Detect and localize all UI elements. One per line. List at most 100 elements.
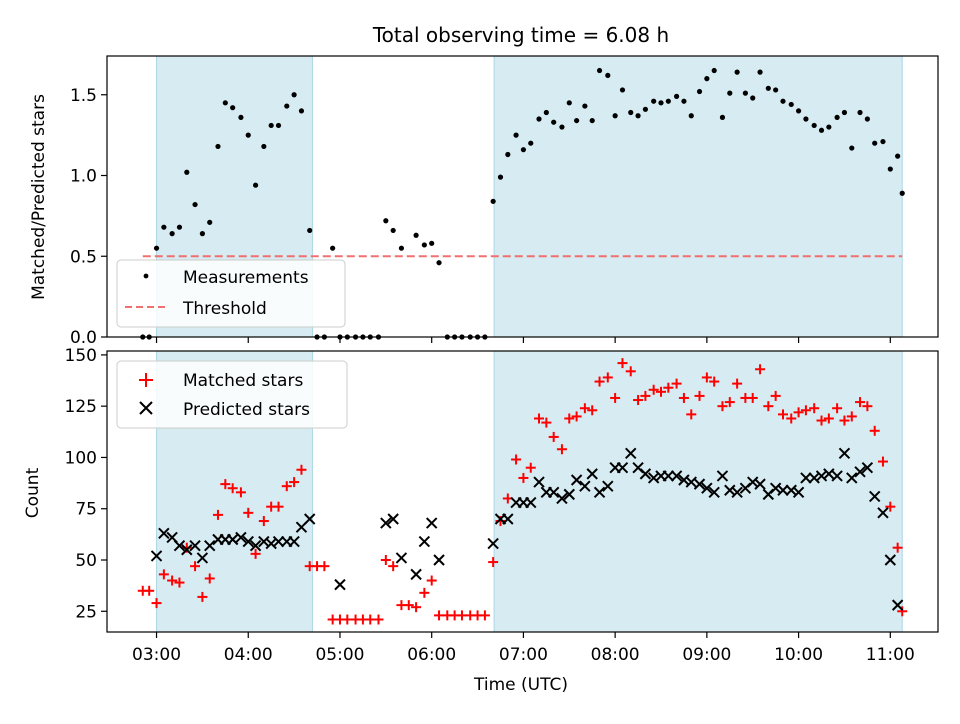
predicted-star-point [831,470,843,482]
count-x-tick-label: 08:00 [591,645,640,665]
measurement-point [605,72,611,78]
matched-star-point [832,403,843,414]
measurement-point [307,227,313,234]
predicted-star-point [586,468,598,480]
measurement-point [681,98,687,104]
matched-star-point [839,415,850,426]
matched-star-point [518,472,529,483]
legend-label-measurements: Measurements [183,268,309,288]
predicted-star-point [563,488,575,501]
count-x-tick-label: 06:00 [407,645,456,665]
predicted-star-point [861,462,874,474]
measurement-point [559,124,565,130]
matched-star-point [755,364,766,375]
measurement-point [390,227,396,234]
predicted-star-point [602,480,614,492]
predicted-star-point [204,539,216,552]
matched-star-point [534,413,545,424]
matched-star-point [656,386,666,397]
predicted-star-point [547,486,560,499]
matched-star-point [862,401,873,412]
matched-star-point [273,501,284,512]
predicted-star-point [196,552,209,564]
measurement-point [841,109,848,116]
matched-star-point [717,401,728,412]
predicted-star-point [173,539,186,552]
measurement-point [298,108,305,114]
measurement-point [803,116,809,122]
predicted-star-points [150,447,904,611]
count-y-ticks: 25 50 75 100 125 150 [65,346,107,622]
matched-star-point [671,378,682,389]
observing-spans-top [156,55,903,338]
matched-star-point [625,366,636,377]
measurement-point [612,113,618,119]
matched-star-point [897,606,908,617]
count-y-tick-label: 75 [75,500,97,520]
count-y-tick-label: 100 [65,448,97,468]
matched-star-point [602,372,613,383]
measurement-point [727,90,733,96]
measurement-point [765,85,771,91]
count-y-tick-label: 50 [75,551,97,571]
ratio-y-tick-label: 1.5 [70,86,97,106]
predicted-star-point [525,496,537,509]
matched-star-point [579,403,590,414]
matched-star-point [411,602,422,613]
measurement-point [421,242,427,248]
count-x-tick-label: 11:00 [866,645,915,665]
measurement-point [497,174,504,180]
measurement-point [238,114,244,120]
matched-star-point [686,409,697,420]
predicted-star-point [395,552,408,564]
measurement-point [383,218,389,224]
predicted-star-point [884,554,897,566]
predicted-star-point [731,486,743,499]
matched-star-point [403,600,414,611]
measurement-point [857,109,863,116]
measurement-point [169,231,175,237]
measurement-point [780,98,786,104]
legend-label-matched: Matched stars [183,371,303,391]
predicted-star-point [662,470,675,482]
matched-star-point [617,358,628,369]
matched-star-point [724,397,735,408]
measurement-point [734,69,740,75]
matched-star-point [892,542,903,553]
predicted-star-point [823,468,835,480]
predicted-star-point [158,527,170,540]
matched-star-point [419,587,430,598]
matched-star-point [610,392,621,403]
predicted-star-point [616,462,629,474]
measurement-point [199,231,205,237]
measurement-point [826,124,832,130]
matched-star-point [525,462,536,473]
ratio-legend: Measurements Threshold [116,259,346,328]
measurement-point [153,245,160,251]
x-axis-label: Time (UTC) [473,675,568,695]
matched-star-point [587,405,598,416]
predicted-star-point [570,474,583,486]
ratio-plot-frame [106,55,939,338]
predicted-star-point [249,539,262,552]
matched-star-point [167,575,178,586]
measurement-point [665,98,671,104]
measurement-point [773,87,779,93]
measurement-point [275,122,282,129]
observing-spans-bottom [156,350,903,633]
matched-star-point [388,561,399,572]
matched-star-point [250,548,261,559]
measurement-point [192,201,198,208]
measurement-point [436,260,442,266]
matched-star-point [786,413,797,424]
predicted-star-point [288,535,300,548]
count-x-tick-label: 05:00 [315,645,364,665]
measurement-point [330,245,336,251]
measurement-point [520,147,527,153]
matched-star-point [571,411,582,422]
measurement-point [528,140,534,146]
count-y-tick-label: 150 [65,346,97,366]
predicted-star-point [701,482,713,494]
measurement-point [215,143,221,150]
legend-marker-matched [139,373,153,387]
